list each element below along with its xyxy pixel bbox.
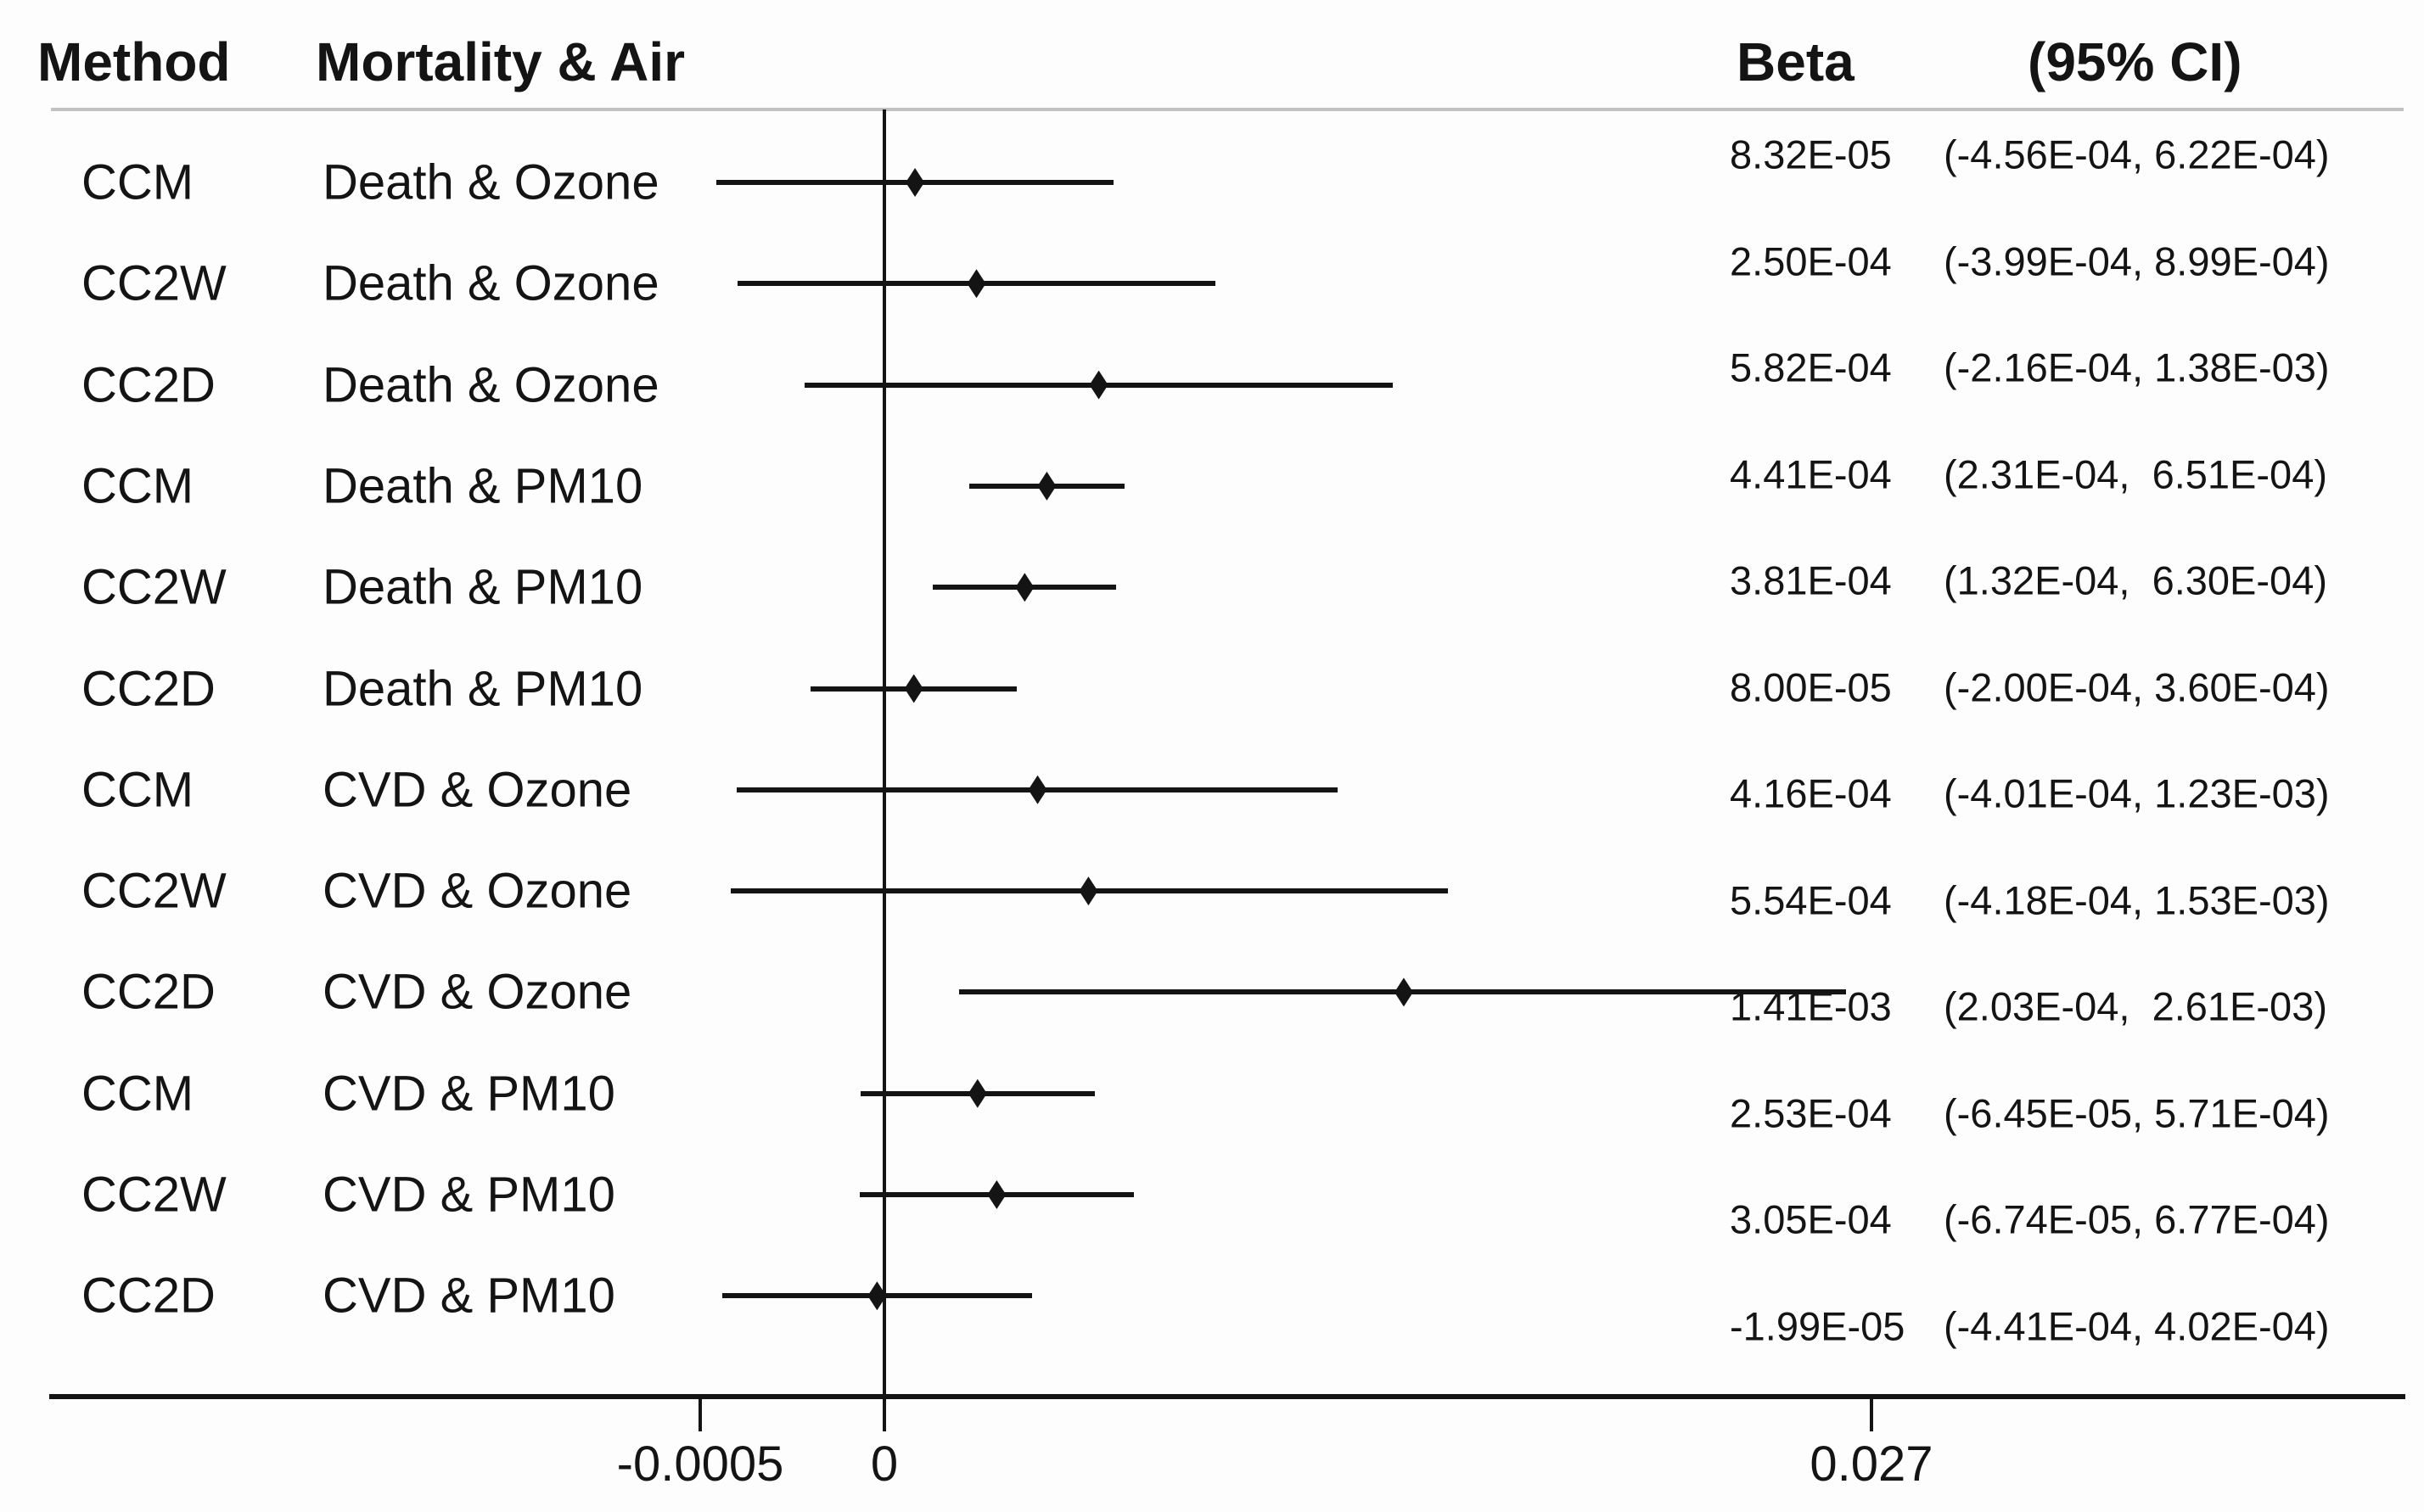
- method-label: CC2W: [81, 255, 227, 311]
- point-estimate-diamond: [1394, 977, 1413, 1007]
- x-axis-tick: [1870, 1399, 1873, 1431]
- point-estimate-diamond: [967, 269, 986, 299]
- column-header-method: Method: [37, 31, 231, 92]
- ci-value: (-2.00E-04, 3.60E-04): [1944, 664, 2330, 709]
- method-label: CC2D: [81, 964, 216, 1020]
- method-label: CCM: [81, 458, 194, 514]
- header-divider-rule: [51, 108, 2404, 111]
- point-estimate-diamond: [906, 168, 925, 197]
- outcome-label: CVD & Ozone: [323, 762, 632, 818]
- method-label: CC2W: [81, 863, 227, 919]
- outcome-label: Death & Ozone: [323, 357, 659, 413]
- ci-value: (-6.45E-05, 5.71E-04): [1944, 1090, 2330, 1135]
- ci-value: (-4.56E-04, 6.22E-04): [1944, 132, 2330, 177]
- x-axis-line: [49, 1394, 2405, 1399]
- point-estimate-diamond: [968, 1078, 987, 1108]
- method-label: CCM: [81, 1066, 194, 1122]
- ci-value: (-6.74E-05, 6.77E-04): [1944, 1196, 2330, 1242]
- ci-value: (-3.99E-04, 8.99E-04): [1944, 238, 2330, 283]
- outcome-label: CVD & PM10: [323, 1066, 615, 1122]
- x-axis-tick: [883, 1399, 886, 1431]
- method-label: CC2D: [81, 357, 216, 413]
- outcome-label: Death & Ozone: [323, 255, 659, 311]
- ci-value: (1.32E-04, 6.30E-04): [1944, 557, 2327, 603]
- ci-value: (-4.41E-04, 4.02E-04): [1944, 1303, 2330, 1348]
- method-label: CC2W: [81, 1167, 227, 1223]
- ci-value: (2.03E-04, 2.61E-03): [1944, 983, 2327, 1029]
- x-axis-tick: [699, 1399, 702, 1431]
- outcome-label: Death & PM10: [323, 458, 643, 514]
- method-label: CCM: [81, 762, 194, 818]
- x-axis-tick-label: 0.027: [1810, 1436, 1933, 1492]
- ci-value: (-4.01E-04, 1.23E-03): [1944, 770, 2330, 816]
- beta-value: 5.82E-04: [1730, 344, 1892, 390]
- point-estimate-diamond: [1089, 370, 1108, 400]
- method-label: CC2W: [81, 559, 227, 615]
- x-axis-tick-label: -0.0005: [616, 1436, 784, 1492]
- beta-value: 3.05E-04: [1730, 1196, 1892, 1242]
- beta-value: 4.41E-04: [1730, 451, 1892, 496]
- method-label: CC2D: [81, 661, 216, 716]
- beta-value: 2.53E-04: [1730, 1090, 1892, 1135]
- zero-reference-line: [883, 109, 886, 1399]
- beta-value: 4.16E-04: [1730, 770, 1892, 816]
- outcome-label: Death & PM10: [323, 559, 643, 615]
- outcome-label: CVD & PM10: [323, 1268, 615, 1324]
- beta-value: 8.00E-05: [1730, 664, 1892, 709]
- ci-value: (-2.16E-04, 1.38E-03): [1944, 344, 2330, 390]
- outcome-label: Death & Ozone: [323, 154, 659, 210]
- ci-value: (2.31E-04, 6.51E-04): [1944, 451, 2327, 496]
- point-estimate-diamond: [1037, 471, 1057, 501]
- method-label: CC2D: [81, 1268, 216, 1324]
- x-axis-tick-label: 0: [870, 1436, 899, 1492]
- outcome-label: Death & PM10: [323, 661, 643, 716]
- point-estimate-diamond: [1028, 775, 1047, 804]
- method-label: CCM: [81, 154, 194, 210]
- beta-value: -1.99E-05: [1730, 1303, 1905, 1348]
- beta-value: 2.50E-04: [1730, 238, 1892, 283]
- beta-value: 8.32E-05: [1730, 132, 1892, 177]
- outcome-label: CVD & Ozone: [323, 964, 632, 1020]
- outcome-label: CVD & PM10: [323, 1167, 615, 1223]
- point-estimate-diamond: [867, 1281, 887, 1311]
- outcome-label: CVD & Ozone: [323, 863, 632, 919]
- ci-value: (-4.18E-04, 1.53E-03): [1944, 877, 2330, 922]
- beta-value: 5.54E-04: [1730, 877, 1892, 922]
- point-estimate-diamond: [987, 1180, 1007, 1209]
- point-estimate-diamond: [904, 674, 923, 703]
- column-header-mortality-air: Mortality & Air: [316, 31, 685, 92]
- point-estimate-diamond: [1015, 573, 1035, 602]
- column-header-95ci: (95% CI): [2028, 31, 2242, 92]
- beta-value: 3.81E-04: [1730, 557, 1892, 603]
- point-estimate-diamond: [1079, 876, 1098, 906]
- beta-value: 1.41E-03: [1730, 983, 1892, 1029]
- column-header-beta: Beta: [1737, 31, 1854, 92]
